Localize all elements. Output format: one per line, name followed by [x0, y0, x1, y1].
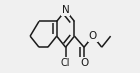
Text: O: O [80, 58, 88, 68]
Text: N: N [62, 5, 69, 15]
Text: O: O [89, 31, 97, 41]
Text: Cl: Cl [61, 58, 70, 68]
